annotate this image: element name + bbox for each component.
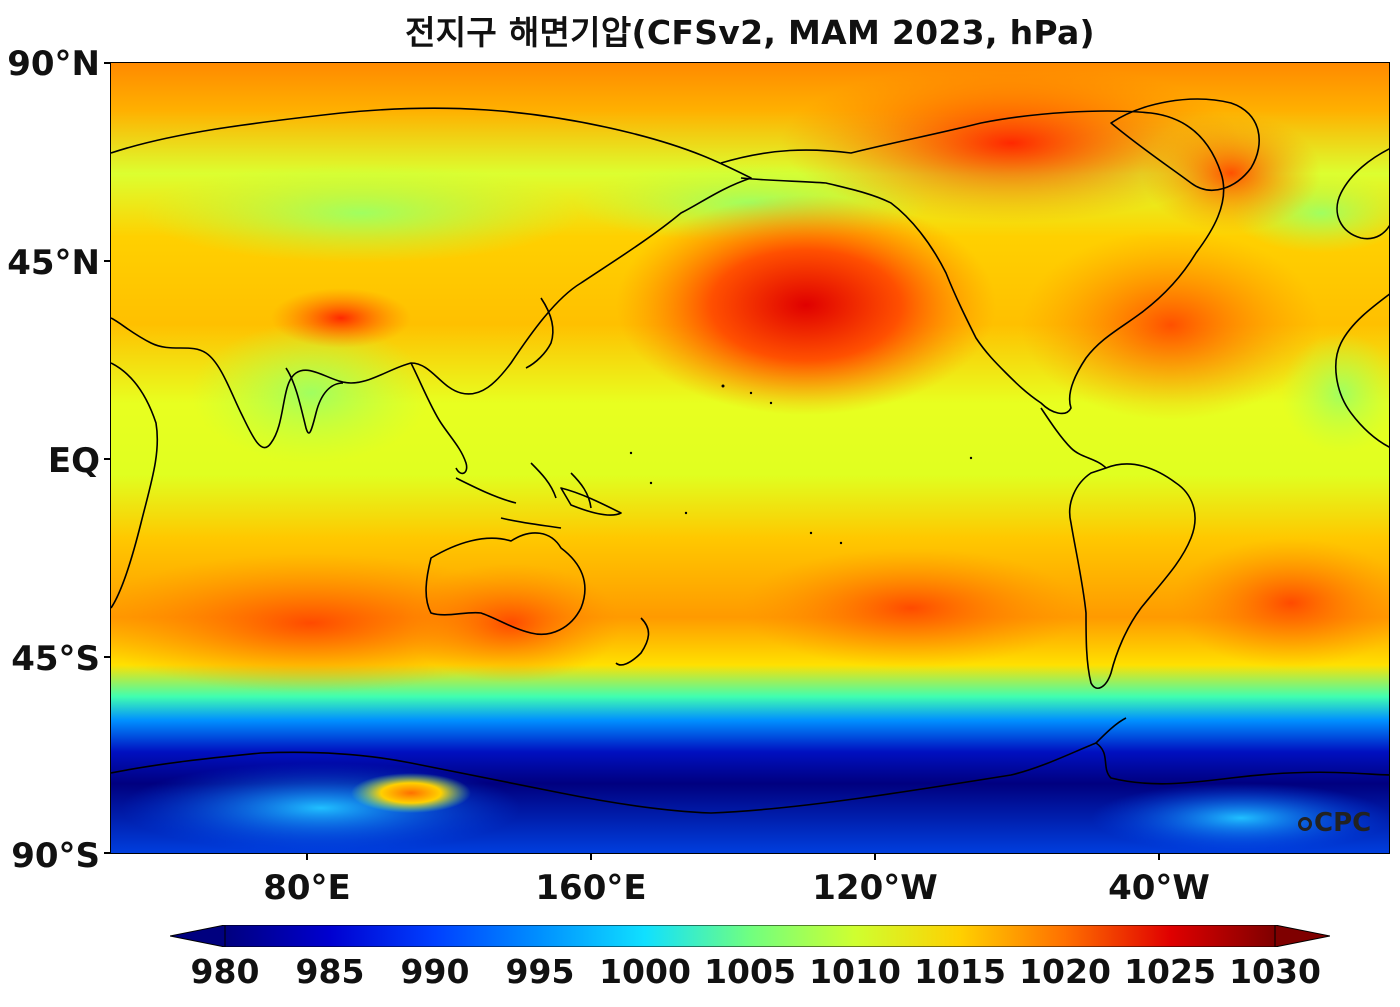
south-atlantic-high: [1171, 538, 1389, 668]
antarctic-plateau-high: [351, 773, 471, 813]
lon-label-40w: 40°W: [1108, 868, 1210, 908]
colorbar-tick-1025: 1025: [1124, 952, 1216, 991]
north-pacific-high: [616, 195, 996, 415]
map-title: 전지구 해면기압(CFSv2, MAM 2023, hPa): [405, 13, 1095, 52]
lat-tick: [104, 260, 110, 262]
lat-tick: [104, 62, 110, 64]
lat-label-45n: 45°N: [7, 243, 100, 283]
low-pressure-south-asia: [191, 323, 431, 463]
greenland-high: [1141, 113, 1321, 233]
lon-tick: [306, 854, 308, 860]
lat-tick: [104, 852, 110, 854]
low-pressure-band-eurasia: [141, 163, 581, 263]
arctic-high: [781, 63, 1241, 223]
coastlines: [111, 98, 1389, 814]
colorbar-max-extend: [1274, 924, 1331, 948]
cpc-watermark: CPC: [1298, 808, 1371, 838]
lat-tick: [104, 656, 110, 658]
south-pacific-high: [741, 548, 1081, 668]
australian-high: [401, 563, 621, 683]
colorbar: [169, 924, 1331, 948]
colorbar-tick-1010: 1010: [809, 952, 901, 991]
antarctic-interior-west: [1091, 783, 1389, 853]
colorbar-gradient: [224, 924, 1276, 948]
colorbar-tick-1000: 1000: [599, 952, 691, 991]
colorbar-tick-995: 995: [505, 952, 575, 991]
colorbar-tick-1030: 1030: [1229, 952, 1321, 991]
colorbar-tick-1005: 1005: [704, 952, 796, 991]
colorbar-tick-1015: 1015: [914, 952, 1006, 991]
lon-tick: [874, 854, 876, 860]
colorbar-tick-985: 985: [295, 952, 365, 991]
antarctic-interior-east: [121, 763, 521, 853]
lon-tick: [1158, 854, 1160, 860]
cpc-watermark-text: CPC: [1314, 808, 1372, 838]
colorbar-tick-1020: 1020: [1019, 952, 1111, 991]
lon-tick: [590, 854, 592, 860]
lat-label-90s: 90°S: [11, 836, 100, 876]
colorbar-min-extend: [169, 924, 226, 948]
lat-label-eq: EQ: [47, 441, 100, 481]
lon-label-120w: 120°W: [812, 868, 938, 908]
lat-label-45s: 45°S: [11, 639, 100, 679]
islands: [629, 384, 973, 545]
cpc-logo-icon: [1298, 816, 1312, 831]
lat-label-90n: 90°N: [7, 44, 100, 84]
colorbar-tick-990: 990: [400, 952, 470, 991]
lon-label-160e: 160°E: [535, 868, 647, 908]
lat-tick: [104, 458, 110, 460]
colorbar-tick-980: 980: [190, 952, 260, 991]
azores-high: [1021, 230, 1321, 420]
pressure-map: [110, 62, 1390, 854]
tibetan-plateau-high: [271, 288, 411, 348]
lon-label-80e: 80°E: [263, 868, 351, 908]
